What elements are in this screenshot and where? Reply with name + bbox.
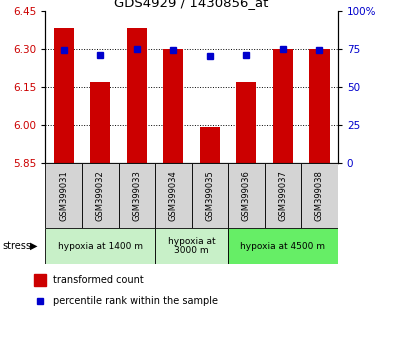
Text: ▶: ▶	[30, 241, 37, 251]
Bar	[54, 28, 74, 163]
Text: GSM399037: GSM399037	[278, 170, 288, 221]
Bar	[45, 228, 155, 264]
Bar	[236, 82, 256, 163]
Bar	[228, 228, 338, 264]
Bar	[90, 82, 110, 163]
Bar	[228, 163, 265, 228]
Text: GSM399036: GSM399036	[242, 170, 251, 221]
Text: transformed count: transformed count	[53, 275, 144, 285]
Text: percentile rank within the sample: percentile rank within the sample	[53, 296, 218, 306]
Bar	[273, 49, 293, 163]
Bar	[45, 163, 82, 228]
Title: GDS4929 / 1430856_at: GDS4929 / 1430856_at	[115, 0, 269, 10]
Bar	[163, 49, 183, 163]
Bar	[127, 28, 147, 163]
Text: GSM399031: GSM399031	[59, 170, 68, 221]
Text: hypoxia at
3000 m: hypoxia at 3000 m	[168, 237, 215, 255]
Text: GSM399032: GSM399032	[96, 170, 105, 221]
Text: GSM399033: GSM399033	[132, 170, 141, 221]
Bar	[34, 274, 46, 286]
Bar	[155, 228, 228, 264]
Bar	[301, 163, 338, 228]
Bar	[265, 163, 301, 228]
Bar	[82, 163, 118, 228]
Text: GSM399035: GSM399035	[205, 170, 214, 221]
Bar	[155, 163, 192, 228]
Text: hypoxia at 4500 m: hypoxia at 4500 m	[241, 241, 325, 251]
Text: GSM399034: GSM399034	[169, 170, 178, 221]
Bar	[200, 127, 220, 163]
Text: stress: stress	[2, 241, 31, 251]
Text: GSM399038: GSM399038	[315, 170, 324, 221]
Text: hypoxia at 1400 m: hypoxia at 1400 m	[58, 241, 143, 251]
Bar	[309, 49, 329, 163]
Bar	[118, 163, 155, 228]
Bar	[192, 163, 228, 228]
